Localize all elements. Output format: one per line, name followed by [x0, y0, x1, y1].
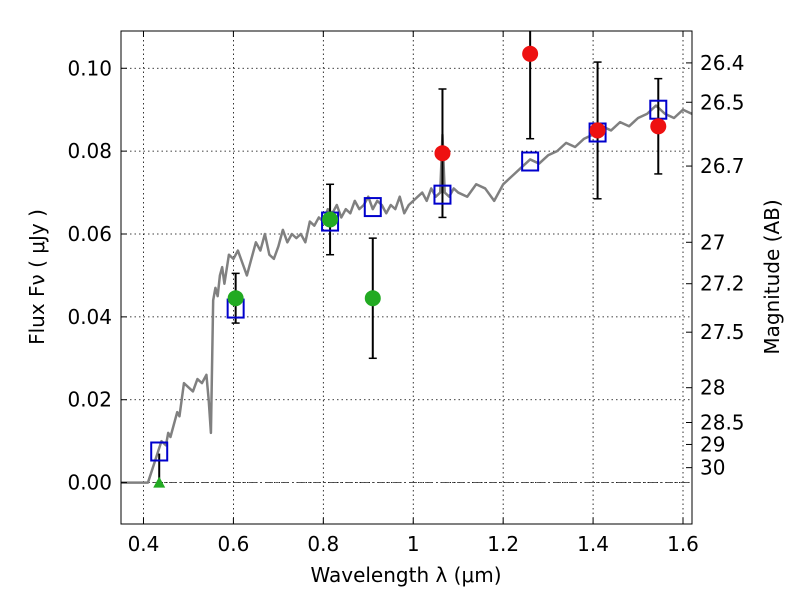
optical-detection-point [364, 290, 381, 307]
mag-tick-label: 26.7 [700, 154, 745, 178]
model-photometry-square [433, 184, 452, 205]
mag-tick-label: 29 [700, 432, 725, 456]
y2-axis-title: Magnitude (AB) [760, 199, 784, 354]
model-photometry-square [521, 151, 540, 172]
optical-detection-point [227, 290, 244, 307]
mag-tick-label: 27 [700, 230, 725, 254]
nir-detection-point [650, 118, 667, 135]
y-tick-label: 0.00 [67, 471, 112, 495]
model-photometry-square [363, 197, 382, 218]
grid-lines [121, 31, 692, 524]
mag-tick-label: 26.4 [700, 51, 745, 75]
x-tick-label: 1.4 [577, 532, 609, 556]
axis-ticks: 0.4 0.6 0.8 1 1.2 1.4 1.6 0.00 0.02 0.04 0.06 0.08 0… [67, 31, 745, 556]
plot-frame [120, 30, 693, 525]
x-tick-label: 1.6 [667, 532, 699, 556]
mag-tick-label: 28.5 [700, 411, 745, 435]
y-tick-label: 0.10 [67, 56, 112, 80]
mag-tick-label: 30 [700, 456, 725, 480]
nir-detection-point [434, 145, 451, 162]
x-tick-label: 0.6 [217, 532, 249, 556]
y-tick-label: 0.02 [67, 388, 112, 412]
y-tick-label: 0.06 [67, 222, 112, 246]
nir-detection-point [589, 122, 606, 139]
x-tick-label: 1.2 [487, 532, 519, 556]
mag-tick-label: 26.5 [700, 90, 745, 114]
x-tick-label: 0.8 [307, 532, 339, 556]
y-tick-label: 0.04 [67, 305, 112, 329]
nir-detection-point [522, 45, 539, 62]
x-tick-label: 1 [407, 532, 420, 556]
y-tick-label: 0.08 [67, 139, 112, 163]
upper-limit-triangle [153, 476, 166, 488]
data-series [121, 31, 693, 488]
mag-tick-label: 27.5 [700, 320, 745, 344]
x-axis-title: Wavelength λ (μm) [310, 563, 501, 587]
mag-tick-label: 27.2 [700, 272, 745, 296]
mag-tick-label: 28 [700, 376, 725, 400]
y-axis-title: Flux Fν ( μJy ) [25, 209, 49, 345]
x-tick-label: 0.4 [128, 532, 160, 556]
optical-detection-point [322, 211, 339, 228]
model-photometry-square [150, 441, 169, 462]
